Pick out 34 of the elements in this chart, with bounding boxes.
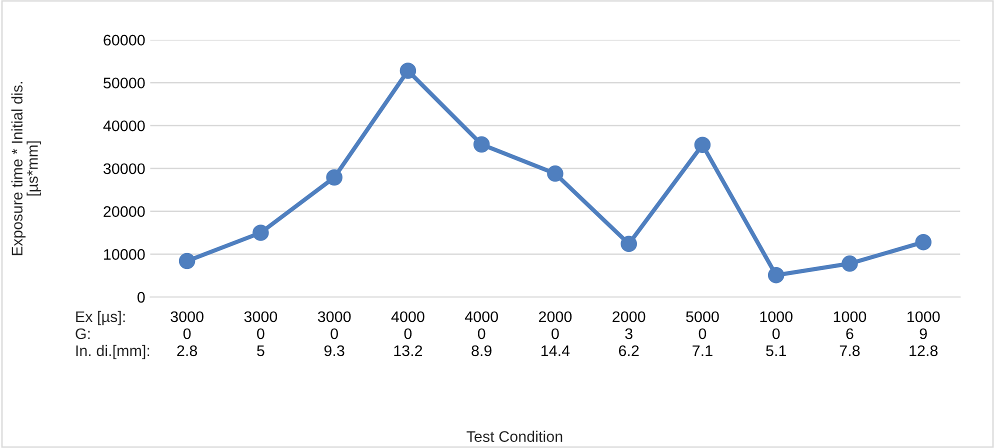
point — [400, 62, 416, 79]
x-axis-title: Test Condition — [466, 430, 562, 442]
y-tick-label: 60000 — [104, 34, 145, 46]
point — [620, 236, 637, 252]
x-tick-label: 4000 0 8.9 — [464, 311, 498, 356]
x-tick-label: 3000 0 9.3 — [318, 311, 351, 356]
x-tick-label: 1000 0 5.1 — [760, 311, 792, 356]
point — [768, 267, 784, 284]
y-tick-label: 10000 — [104, 249, 145, 260]
y-tick-label: 40000 — [103, 120, 145, 132]
point — [547, 165, 564, 182]
x-tick-label: 2000 0 14.4 — [538, 311, 572, 356]
x-tick-label: 4000 0 13.2 — [391, 311, 424, 356]
x-tick-label: 3000 0 5 — [244, 311, 278, 356]
text: In. di.[mm]: — [76, 344, 150, 360]
point — [326, 169, 342, 186]
y-tick-label: 0 — [137, 292, 145, 303]
point — [915, 234, 932, 250]
x-tick-label: 2000 3 6.2 — [612, 311, 646, 356]
point — [842, 255, 858, 272]
text: Ex [µs]: — [76, 310, 125, 326]
y-tick-label: 20000 — [104, 206, 145, 217]
point — [694, 136, 711, 154]
y-axis-title: Exposure time * Initial dis. [µs*mm] — [11, 82, 41, 256]
x-tick-label: 1000 6 7.8 — [834, 311, 866, 356]
x-tick-label: 1000 9 12.8 — [908, 311, 940, 356]
point — [178, 252, 196, 270]
y-tick-label: 30000 — [103, 163, 145, 174]
text: G: — [76, 328, 90, 340]
y-tick-label: 50000 — [104, 78, 145, 88]
x-tick-label: 3000 0 2.8 — [170, 311, 204, 356]
x-tick-label: 5000 0 7.1 — [686, 311, 719, 356]
point — [473, 136, 490, 153]
point — [252, 224, 269, 241]
